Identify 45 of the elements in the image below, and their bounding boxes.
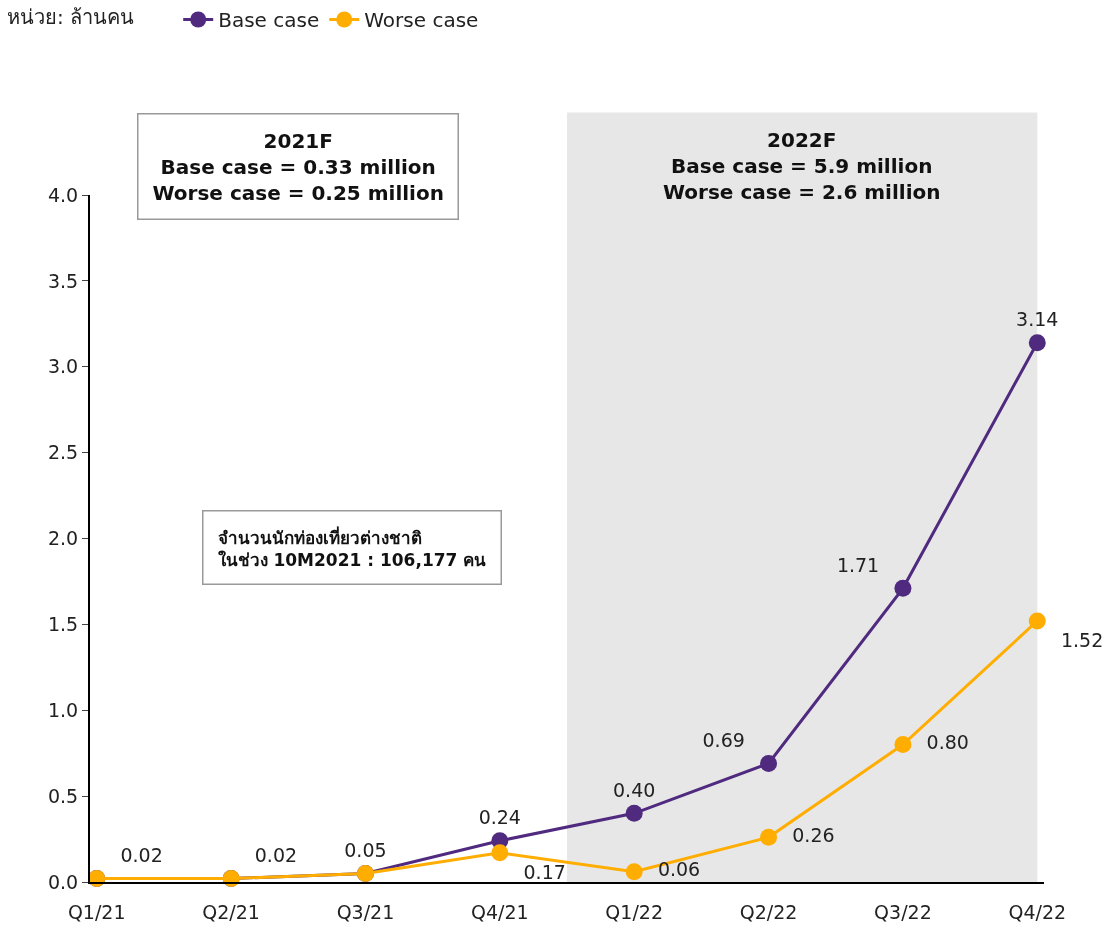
y-tick-label: 0.0 (47, 870, 79, 893)
y-tick-label: 2.5 (47, 441, 79, 464)
legend-label: Base case (218, 8, 320, 33)
x-tick-label: Q1/21 (67, 900, 126, 923)
data-label: 1.52 (1048, 628, 1104, 651)
y-tick-label: 2.0 (47, 527, 79, 550)
annotation: 2021F Base case = 0.33 million Worse case = 0.25 million (152, 128, 444, 205)
point (894, 579, 912, 597)
x-tick-label: Q3/21 (336, 900, 395, 923)
point (760, 754, 778, 772)
data-label: 1.71 (824, 553, 892, 576)
data-label: 0.80 (914, 731, 982, 754)
annotation: จำนวนนักท่องเที่ยวต่างชาติ ในช่วง 10M2021 : 106,177 คน (217, 525, 487, 570)
x-tick-label: Q2/22 (739, 900, 798, 923)
data-label: 0.02 (242, 844, 310, 867)
y-tick-label: 0.5 (47, 784, 79, 807)
y-tick-label: 3.0 (47, 355, 79, 378)
x-tick-label: Q2/21 (202, 900, 260, 923)
point (894, 736, 912, 754)
x-tick-label: Q4/22 (1008, 900, 1067, 923)
data-label: 0.06 (645, 858, 713, 881)
y-tick-label: 3.5 (47, 269, 79, 292)
legend-label: Worse case (364, 8, 479, 33)
data-label: 0.02 (108, 844, 175, 867)
point (760, 828, 778, 846)
x-tick-label: Q1/22 (605, 900, 663, 923)
data-label: 0.17 (511, 860, 578, 883)
data-label: 0.69 (690, 729, 757, 752)
band-label: 2022F Base case = 5.9 million Worse case = 2.6 million (663, 128, 941, 204)
y-tick-label: 1.5 (47, 613, 79, 636)
x-tick-label: Q3/22 (874, 900, 932, 923)
data-label: 0.40 (600, 778, 668, 801)
data-label: 3.14 (1004, 308, 1071, 331)
point (625, 863, 643, 881)
x-tick-label: Q4/21 (471, 900, 529, 923)
data-label: 0.05 (332, 839, 399, 862)
data-label: 0.24 (466, 806, 534, 829)
data-label: 0.26 (780, 824, 847, 847)
point (1028, 612, 1046, 630)
point (625, 804, 643, 822)
y-tick-label: 4.0 (47, 183, 79, 206)
y-tick-label: 1.0 (47, 698, 79, 721)
text: หน่วย: ล้านคน (7, 5, 135, 29)
point (491, 844, 509, 862)
point (1028, 334, 1046, 352)
